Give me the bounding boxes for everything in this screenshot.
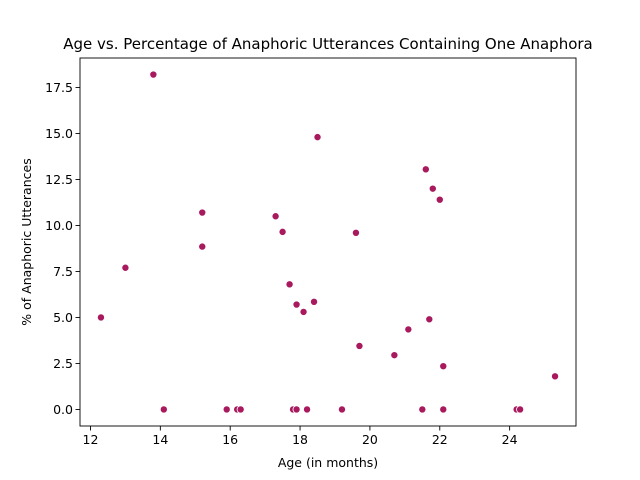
data-point [355, 341, 364, 350]
data-point [292, 300, 301, 309]
x-tick-label: 18 [292, 432, 308, 447]
points-layer [96, 70, 560, 414]
data-point [285, 280, 294, 289]
y-tick-label: 12.5 [45, 172, 73, 187]
data-point [292, 405, 301, 414]
data-point [159, 405, 168, 414]
data-point [149, 70, 158, 79]
data-point [337, 405, 346, 414]
data-point [271, 212, 280, 221]
y-tick-label: 2.5 [53, 356, 73, 371]
data-point [303, 405, 312, 414]
data-point [551, 372, 560, 381]
y-tick-label: 0.0 [53, 402, 73, 417]
data-point [435, 195, 444, 204]
data-point [421, 165, 430, 174]
x-tick-label: 20 [362, 432, 378, 447]
data-point [390, 351, 399, 360]
data-point [299, 307, 308, 316]
data-point [439, 362, 448, 371]
data-point [404, 325, 413, 334]
data-point [278, 227, 287, 236]
x-tick-label: 22 [432, 432, 448, 447]
x-tick-label: 24 [502, 432, 518, 447]
data-point [425, 315, 434, 324]
y-tick-label: 15.0 [45, 126, 73, 141]
y-tick-label: 17.5 [45, 80, 73, 95]
x-tick-label: 16 [222, 432, 238, 447]
data-point [236, 405, 245, 414]
x-axis-label: Age (in months) [278, 455, 378, 470]
y-axis: 0.0 2.5 5.0 7.5 10.0 12.5 15.0 17.5 [45, 80, 80, 417]
chart-title: Age vs. Percentage of Anaphoric Utteranc… [63, 35, 593, 53]
x-axis: 12 14 16 18 20 22 24 [83, 426, 518, 447]
data-point [121, 263, 130, 272]
data-point [428, 184, 437, 193]
data-point [516, 405, 525, 414]
data-point [439, 405, 448, 414]
y-tick-label: 5.0 [53, 310, 73, 325]
data-point [222, 405, 231, 414]
y-tick-label: 7.5 [53, 264, 73, 279]
data-point [198, 208, 207, 217]
data-point [351, 228, 360, 237]
plot-frame [79, 57, 577, 427]
y-axis-label: % of Anaphoric Utterances [19, 158, 34, 325]
y-tick-label: 10.0 [45, 218, 73, 233]
data-point [313, 133, 322, 142]
data-point [418, 405, 427, 414]
data-point [310, 297, 319, 306]
x-tick-label: 14 [152, 432, 168, 447]
data-point [96, 313, 105, 322]
data-point [198, 242, 207, 251]
x-tick-label: 12 [83, 432, 99, 447]
